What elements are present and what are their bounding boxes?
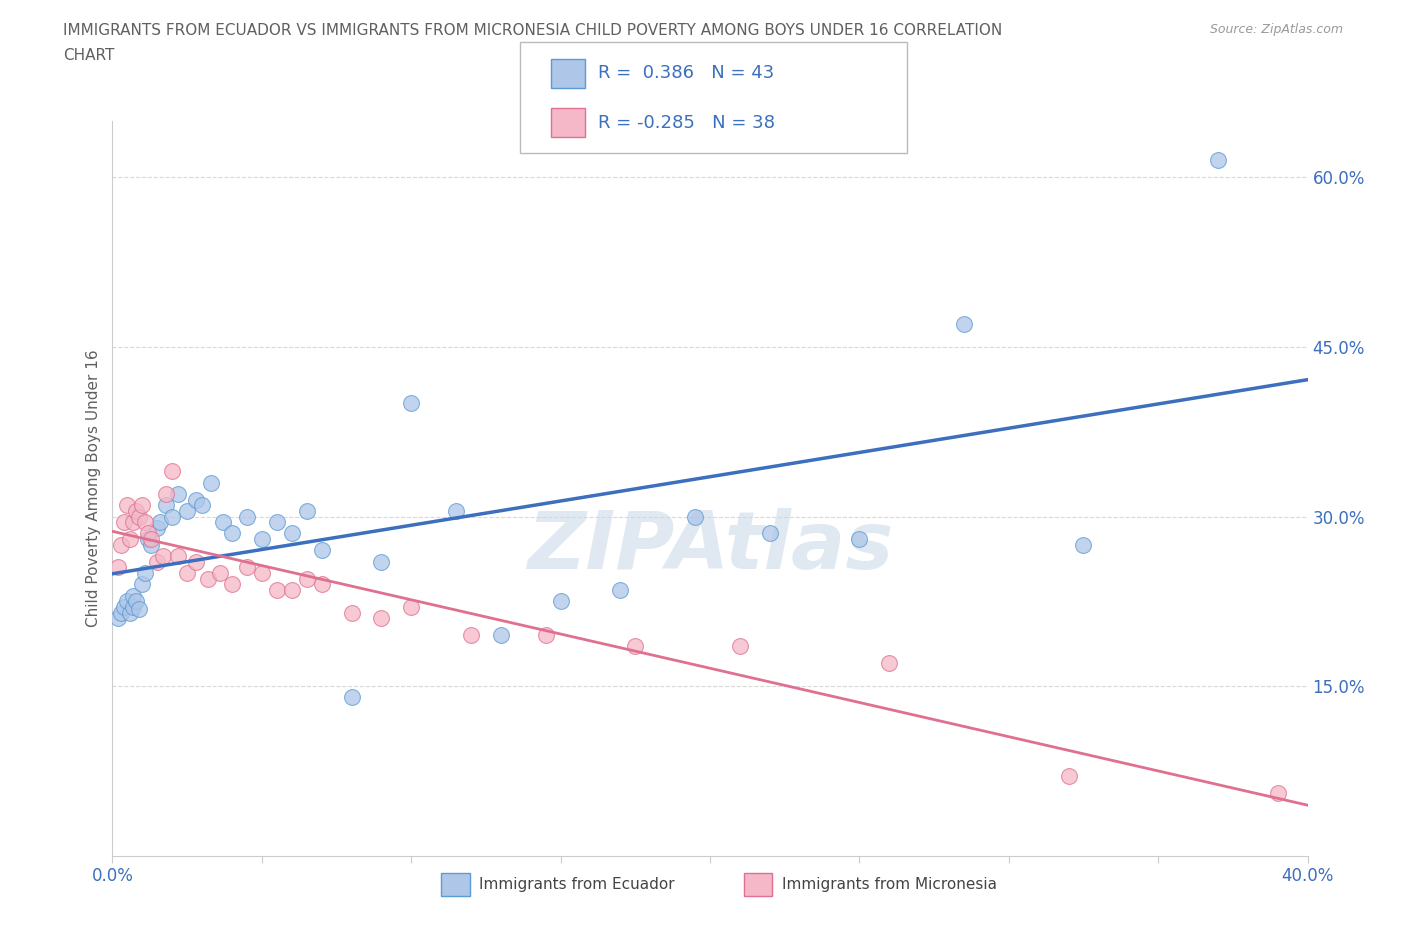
Point (134, 565, 156, 580)
Point (110, 538, 132, 552)
Point (146, 521, 169, 536)
Point (550, 594, 572, 609)
Point (370, 554, 392, 569)
Y-axis label: Child Poverty Among Boys Under 16: Child Poverty Among Boys Under 16 (86, 350, 101, 627)
Point (107, 560, 129, 575)
Point (209, 565, 232, 580)
Text: Immigrants from Micronesia: Immigrants from Micronesia (782, 877, 997, 892)
Point (155, 498, 177, 512)
Point (212, 514, 235, 529)
Point (162, 464, 183, 479)
Point (131, 577, 153, 591)
Point (311, 543, 333, 558)
Point (134, 514, 156, 529)
Point (110, 605, 132, 620)
Point (141, 532, 163, 547)
Point (340, 605, 363, 620)
Point (114, 514, 135, 529)
Point (125, 594, 148, 609)
Point (167, 486, 190, 501)
Point (122, 514, 145, 529)
Point (122, 600, 145, 615)
Point (176, 565, 198, 580)
Point (759, 526, 782, 541)
Text: ZIPAtlas: ZIPAtlas (527, 508, 893, 586)
Point (295, 571, 318, 586)
Point (236, 560, 259, 575)
Point (120, 532, 142, 547)
Point (848, 532, 870, 547)
Point (117, 498, 139, 512)
Point (295, 503, 318, 518)
Point (152, 549, 174, 564)
Point (401, 396, 423, 411)
Point (138, 526, 160, 541)
Text: CHART: CHART (63, 48, 115, 63)
Text: Immigrants from Ecuador: Immigrants from Ecuador (479, 877, 675, 892)
Point (117, 594, 139, 609)
Point (266, 514, 288, 529)
Point (186, 554, 208, 569)
Point (131, 498, 153, 512)
Point (114, 600, 135, 615)
Point (141, 538, 163, 552)
Point (250, 565, 273, 580)
Point (162, 509, 183, 524)
Point (197, 571, 219, 586)
Point (236, 509, 259, 524)
Point (200, 475, 222, 490)
Point (1267, 786, 1289, 801)
Point (683, 509, 706, 524)
Point (728, 639, 751, 654)
Point (167, 549, 190, 564)
Point (120, 605, 142, 620)
Point (281, 526, 304, 541)
Point (953, 317, 976, 332)
Point (221, 577, 243, 591)
Point (1057, 769, 1080, 784)
Point (460, 628, 482, 643)
Point (250, 532, 273, 547)
Point (489, 628, 512, 643)
Point (122, 588, 145, 603)
Point (340, 690, 363, 705)
Point (311, 577, 333, 591)
Point (125, 503, 148, 518)
Point (155, 486, 177, 501)
Point (534, 628, 557, 643)
Point (444, 503, 467, 518)
Point (624, 639, 647, 654)
Point (149, 514, 172, 529)
Text: R =  0.386   N = 43: R = 0.386 N = 43 (598, 64, 773, 83)
Point (609, 582, 631, 597)
Point (107, 611, 129, 626)
Point (221, 526, 243, 541)
Point (281, 582, 304, 597)
Point (138, 532, 160, 547)
Text: IMMIGRANTS FROM ECUADOR VS IMMIGRANTS FROM MICRONESIA CHILD POVERTY AMONG BOYS U: IMMIGRANTS FROM ECUADOR VS IMMIGRANTS FR… (63, 23, 1002, 38)
Point (401, 600, 423, 615)
Point (266, 582, 288, 597)
Point (370, 611, 392, 626)
Point (176, 503, 198, 518)
Point (128, 602, 150, 617)
Text: Source: ZipAtlas.com: Source: ZipAtlas.com (1209, 23, 1343, 36)
Point (879, 656, 901, 671)
Point (128, 509, 150, 524)
Point (191, 498, 214, 512)
Point (186, 492, 208, 507)
Point (1206, 153, 1229, 168)
Text: R = -0.285   N = 38: R = -0.285 N = 38 (598, 113, 775, 131)
Point (146, 554, 169, 569)
Point (1073, 538, 1095, 552)
